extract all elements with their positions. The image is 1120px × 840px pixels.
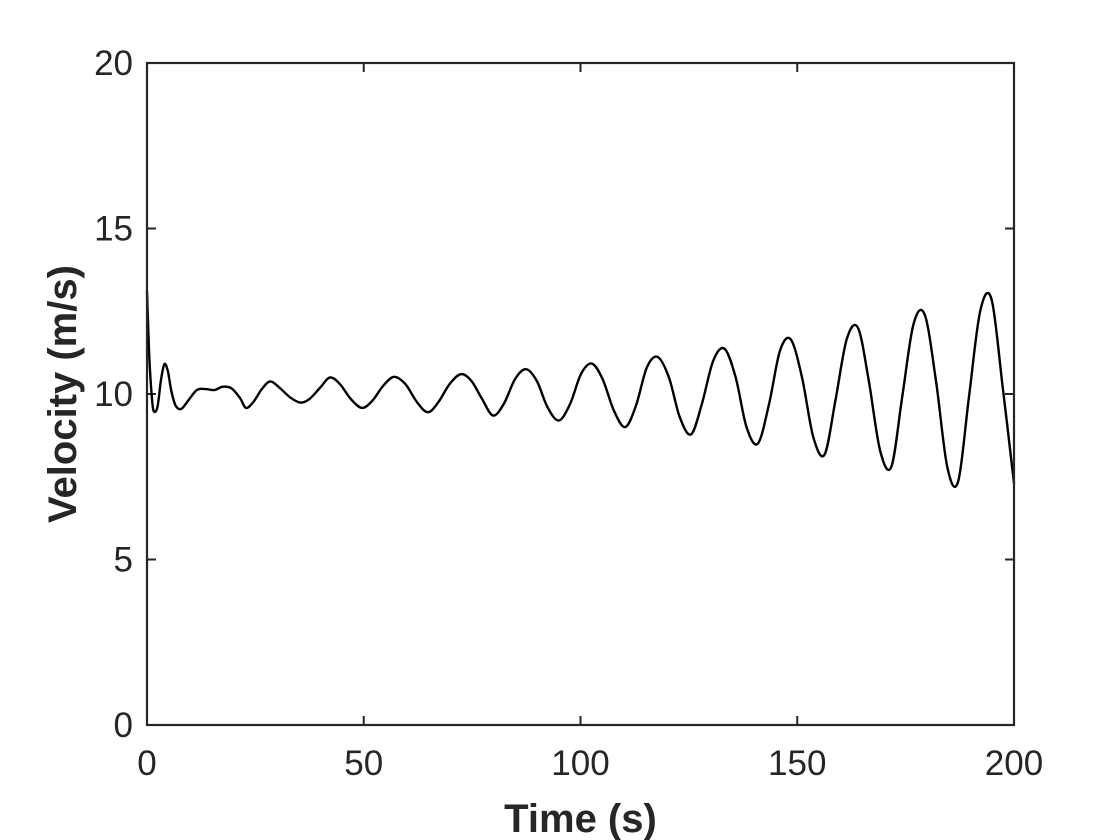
x-tick-label: 150 (768, 744, 826, 783)
tick-labels: 0 50 100 150 200 0 5 10 15 20 (94, 44, 1043, 783)
y-axis-label: Velocity (m/s) (41, 265, 85, 523)
y-tick-label: 10 (94, 375, 133, 414)
y-tick-label: 5 (114, 541, 133, 580)
x-tick-label: 200 (985, 744, 1043, 783)
x-tick-label: 0 (137, 744, 156, 783)
velocity-series-line (145, 290, 1016, 488)
y-tick-label: 0 (114, 706, 133, 745)
x-tick-label: 100 (551, 744, 609, 783)
y-tick-label: 20 (94, 44, 133, 83)
x-axis-label: Time (s) (504, 797, 657, 840)
plot-area-box (145, 61, 1016, 727)
y-tick-label: 15 (94, 210, 133, 249)
x-tick-label: 50 (344, 744, 383, 783)
